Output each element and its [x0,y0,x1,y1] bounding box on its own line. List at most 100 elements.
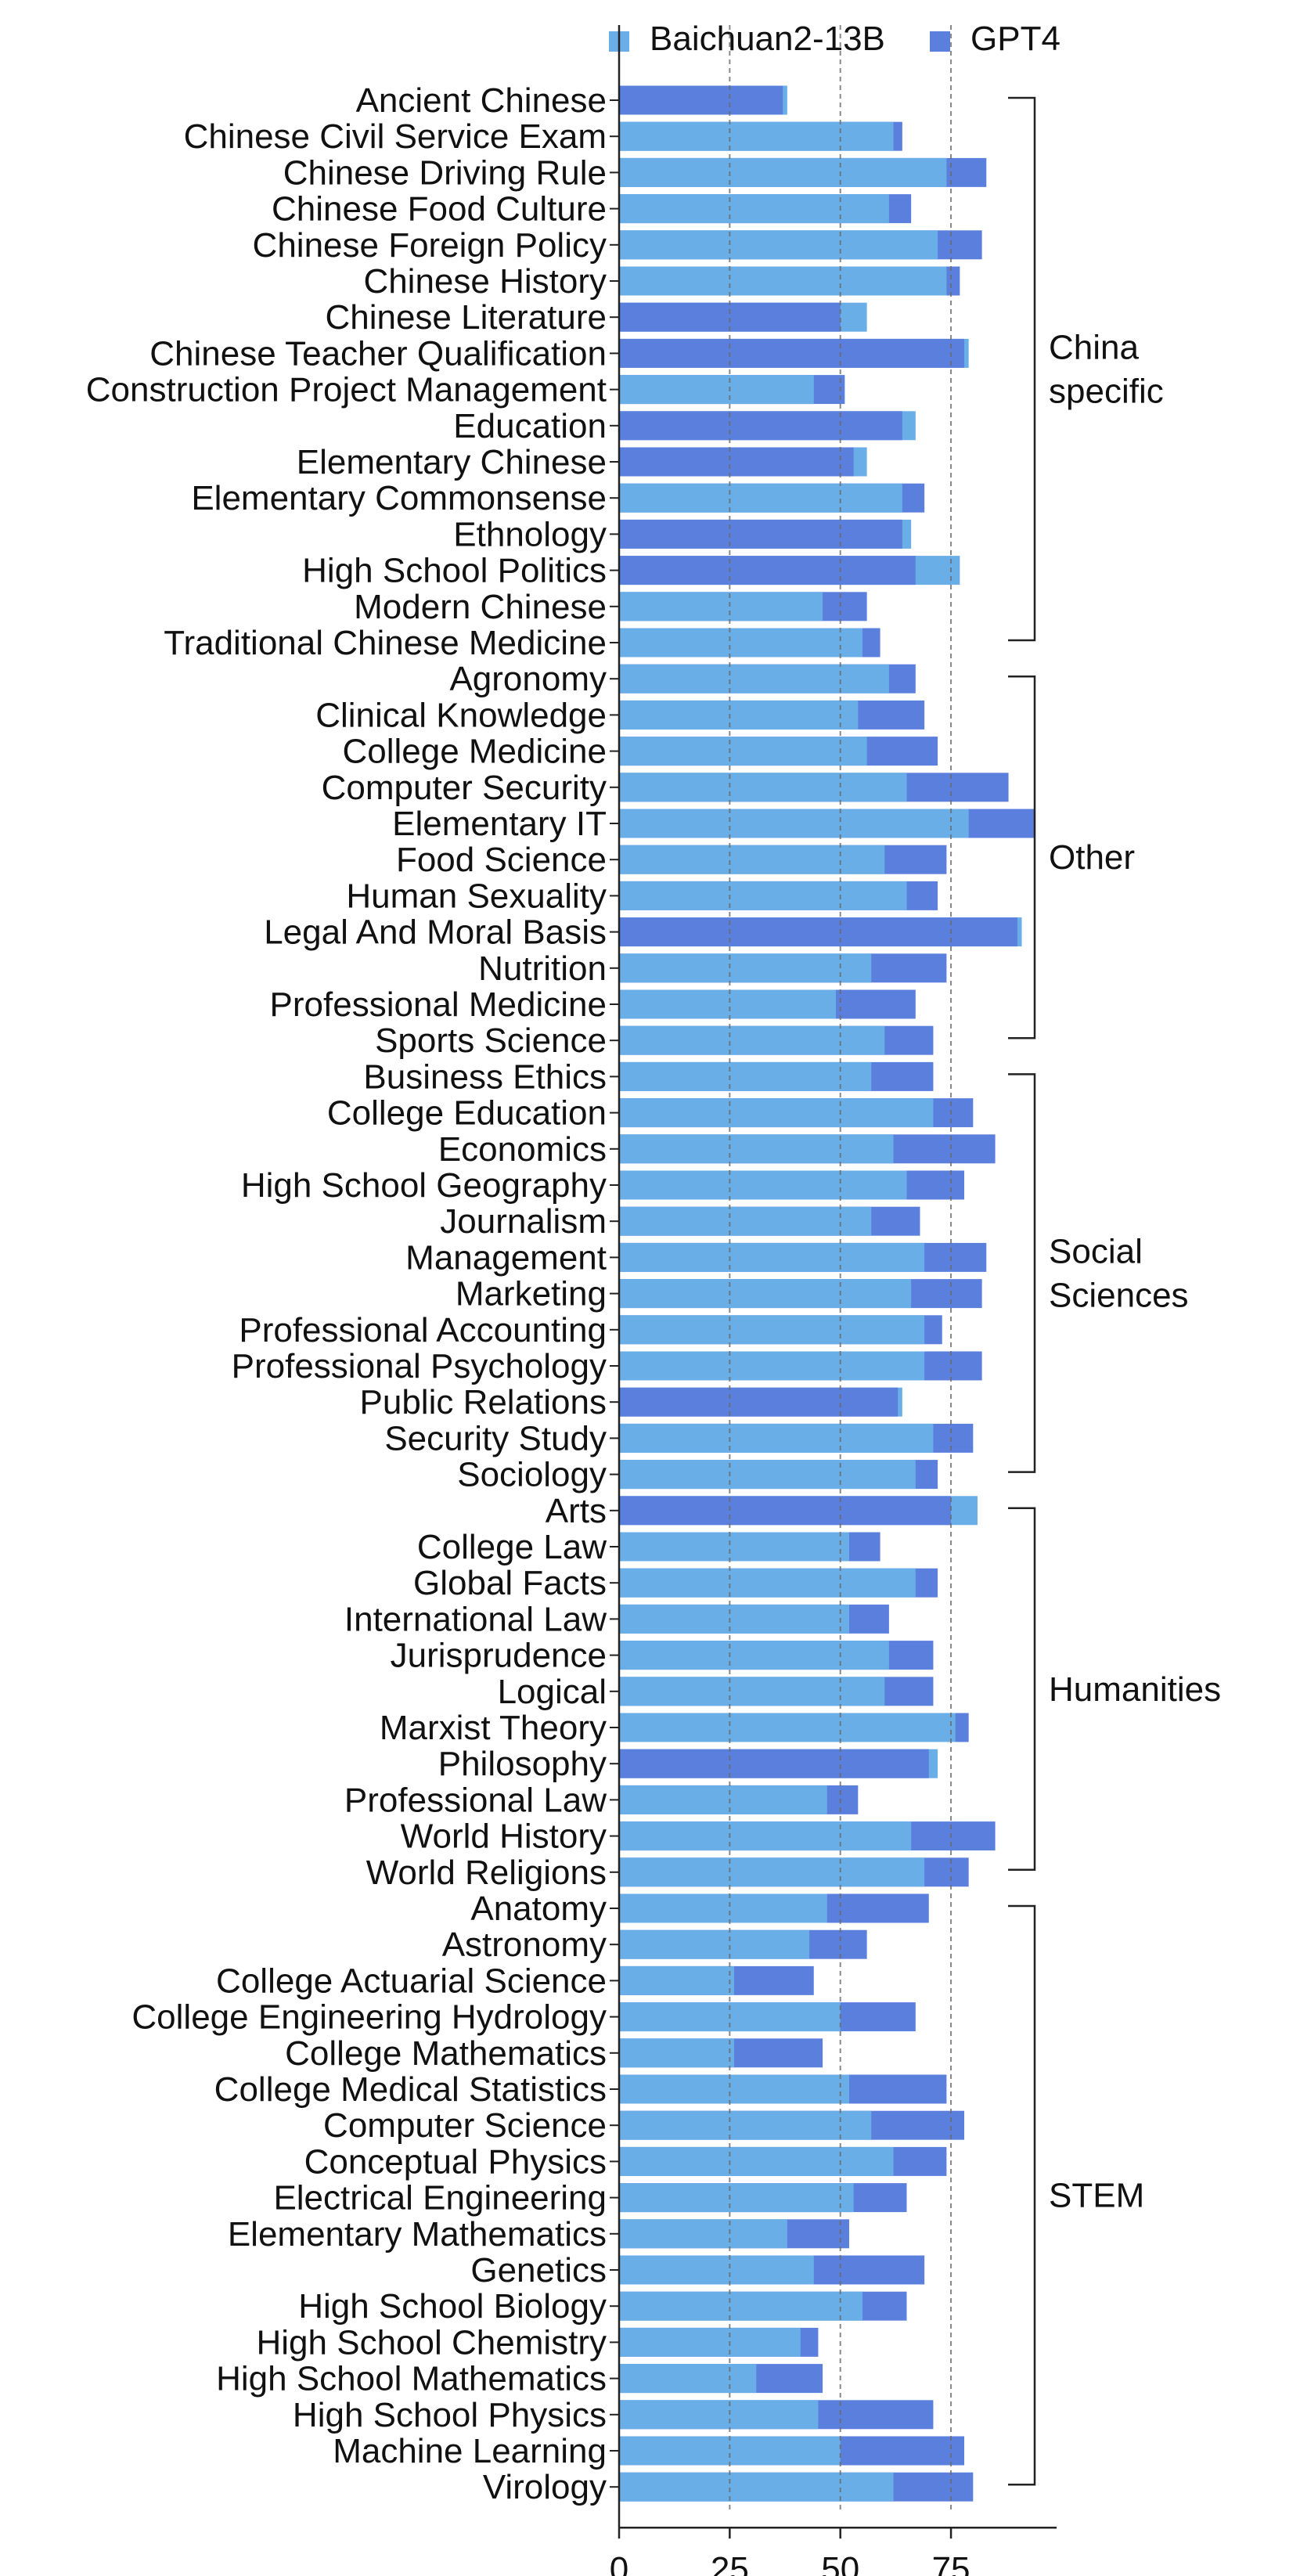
category-label-journalism: Journalism [440,1202,607,1241]
x-tick-label-25: 25 [711,2550,749,2576]
group-label-other-0: Other [1049,838,1135,877]
bar-baichuan2-13b-high-school-mathematics [619,2364,757,2394]
group-label-social-sciences-0: Social [1049,1233,1143,1271]
category-label-conceptual-physics: Conceptual Physics [304,2142,607,2181]
bar-baichuan2-13b-computer-security [619,773,907,802]
category-label-chinese-history: Chinese History [363,262,607,301]
bar-baichuan2-13b-international-law [619,1604,850,1634]
bar-baichuan2-13b-college-medicine [619,737,867,766]
bar-baichuan2-13b-computer-science [619,2110,872,2140]
bar-baichuan2-13b-marxist-theory [619,1713,956,1742]
category-label-high-school-biology: High School Biology [298,2287,607,2326]
bar-baichuan2-13b-anatomy [619,1893,827,1923]
category-label-sports-science: Sports Science [375,1021,607,1060]
category-label-college-medical-statistics: College Medical Statistics [214,2070,607,2109]
bar-baichuan2-13b-security-study [619,1423,934,1453]
bar-baichuan2-13b-construction-project-management [619,375,814,405]
group-bracket-social-sciences [1008,1073,1036,1473]
bar-baichuan2-13b-world-history [619,1821,912,1851]
group-label-stem-0: STEM [1049,2177,1144,2215]
bars [619,85,1035,2502]
category-label-astronomy: Astronomy [442,1926,607,1964]
category-label-agronomy: Agronomy [449,660,607,698]
bar-baichuan2-13b-elementary-mathematics [619,2219,787,2249]
category-label-virology: Virology [483,2468,607,2506]
category-label-food-science: Food Science [396,841,607,879]
category-label-genetics: Genetics [470,2251,607,2290]
category-label-high-school-chemistry: High School Chemistry [257,2323,607,2362]
group-bracket-humanities [1008,1507,1036,1872]
bar-gpt4-high-school-politics [619,556,916,585]
bar-baichuan2-13b-logical [619,1677,885,1706]
category-label-high-school-mathematics: High School Mathematics [216,2360,607,2398]
category-label-world-religions: World Religions [366,1854,607,1892]
bar-baichuan2-13b-modern-chinese [619,592,823,621]
bar-baichuan2-13b-global-facts [619,1568,916,1598]
bar-baichuan2-13b-food-science [619,845,885,874]
category-label-security-study: Security Study [384,1419,607,1457]
category-label-education: Education [453,407,607,445]
bar-baichuan2-13b-genetics [619,2255,814,2285]
category-label-professional-medicine: Professional Medicine [270,985,607,1024]
bar-baichuan2-13b-professional-accounting [619,1315,925,1345]
category-label-elementary-chinese: Elementary Chinese [297,443,607,481]
bar-gpt4-arts [619,1496,952,1526]
bar-baichuan2-13b-college-medical-statistics [619,2074,850,2104]
bar-baichuan2-13b-sociology [619,1460,916,1490]
category-label-professional-law: Professional Law [344,1781,607,1819]
category-label-business-ethics: Business Ethics [363,1057,607,1096]
bar-baichuan2-13b-traditional-chinese-medicine [619,628,862,658]
category-label-college-law: College Law [417,1528,607,1566]
bar-baichuan2-13b-management [619,1242,925,1272]
category-label-ethnology: Ethnology [453,515,607,553]
group-brackets: China specific Other Social Sciences Humaniti… [1008,96,1221,2486]
group-label-social-sciences-1: Sciences [1049,1277,1189,1315]
category-label-clinical-knowledge: Clinical Knowledge [315,696,607,734]
category-label-arts: Arts [546,1492,607,1530]
category-label-college-engineering-hydrology: College Engineering Hydrology [131,1998,607,2037]
category-label-high-school-politics: High School Politics [302,552,607,590]
bar-baichuan2-13b-elementary-commonsense [619,483,902,513]
bar-baichuan2-13b-marketing [619,1279,912,1309]
bar-gpt4-elementary-chinese [619,447,854,477]
x-tick-label-50: 50 [821,2550,859,2576]
bar-baichuan2-13b-sports-science [619,1025,885,1055]
bar-baichuan2-13b-conceptual-physics [619,2146,894,2176]
group-label-china-specific-1: specific [1049,373,1164,411]
category-label-chinese-literature: Chinese Literature [325,298,607,337]
bar-baichuan2-13b-high-school-chemistry [619,2327,801,2357]
bar-baichuan2-13b-business-ethics [619,1061,872,1091]
bar-baichuan2-13b-high-school-geography [619,1170,907,1200]
category-label-marketing: Marketing [456,1275,607,1313]
bar-baichuan2-13b-nutrition [619,953,872,983]
group-bracket-other [1008,675,1036,1039]
category-label-college-mathematics: College Mathematics [285,2034,607,2073]
bar-gpt4-chinese-teacher-qualification [619,338,965,368]
category-label-traditional-chinese-medicine: Traditional Chinese Medicine [164,624,607,662]
category-label-world-history: World History [401,1818,607,1856]
category-label-logical: Logical [498,1673,607,1711]
category-label-sociology: Sociology [457,1456,607,1494]
group-bracket-china-specific [1008,96,1036,642]
category-label-professional-psychology: Professional Psychology [232,1347,607,1385]
group-label-humanities-0: Humanities [1049,1670,1221,1709]
axes: 0 25 50 75 [610,25,1057,2576]
category-label-modern-chinese: Modern Chinese [354,588,607,626]
bar-baichuan2-13b-elementary-it [619,809,969,838]
category-label-electrical-engineering: Electrical Engineering [273,2179,607,2218]
bar-baichuan2-13b-chinese-foreign-policy [619,230,938,260]
category-label-high-school-geography: High School Geography [241,1166,607,1205]
bar-baichuan2-13b-chinese-food-culture [619,194,889,224]
category-label-international-law: International Law [344,1600,607,1638]
bar-gpt4-ancient-chinese [619,85,783,115]
bar-baichuan2-13b-jurisprudence [619,1641,889,1670]
legend-label-gpt4: GPT4 [970,20,1061,58]
category-label-computer-science: Computer Science [323,2106,607,2145]
bar-baichuan2-13b-chinese-driving-rule [619,157,947,187]
category-label-professional-accounting: Professional Accounting [239,1311,607,1349]
category-label-anatomy: Anatomy [470,1890,607,1928]
bar-baichuan2-13b-college-actuarial-science [619,1965,735,1995]
category-label-marxist-theory: Marxist Theory [380,1709,607,1747]
bar-baichuan2-13b-machine-learning [619,2436,841,2466]
